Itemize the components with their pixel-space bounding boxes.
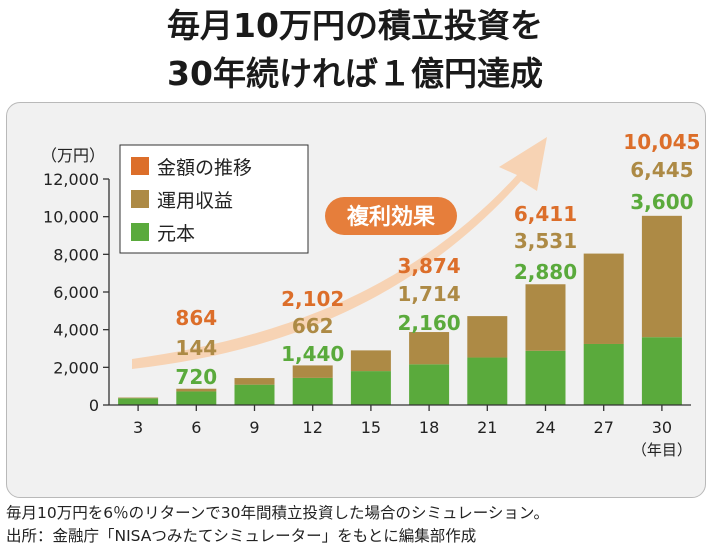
bar-principal-21 bbox=[467, 357, 508, 405]
bar-gain-24 bbox=[525, 284, 566, 351]
bar-principal-3 bbox=[118, 398, 159, 405]
legend-box bbox=[119, 144, 309, 254]
total-label-30: 10,045 bbox=[623, 130, 700, 154]
axes-layer: 0 2,000 4,000 6,000 8,000 10,000 12,000 3 6 9 12 15… bbox=[41, 146, 692, 459]
bar-gain-21 bbox=[467, 316, 508, 358]
y-tick-label: 8,000 bbox=[53, 245, 99, 264]
x-tick-label: 30 bbox=[652, 418, 672, 437]
title-line-2: 30年続ければ１億円達成 bbox=[167, 54, 543, 93]
x-tick-label: 6 bbox=[191, 418, 201, 437]
stacked-bar-chart: 複利効果 0 2,000 4,000 6,000 8,000 10,000 12,000 3 6… bbox=[41, 130, 701, 459]
footnote-line-2: 出所：金融庁「NISAつみたてシミュレーター」をもとに編集部作成 bbox=[6, 527, 477, 545]
bar-gain-3 bbox=[118, 397, 159, 399]
principal-label-18: 2,160 bbox=[397, 311, 460, 335]
x-tick-label: 27 bbox=[594, 418, 614, 437]
gain-label-6: 144 bbox=[175, 336, 217, 360]
footnote: 毎月10万円を6％のリターンで30年間積立投資した場合のシミュレーション。 出所… bbox=[6, 502, 706, 548]
legend-label-0: 金額の推移 bbox=[157, 157, 252, 179]
bar-principal-30 bbox=[641, 337, 682, 405]
legend-label-2: 元本 bbox=[157, 223, 195, 245]
bar-principal-24 bbox=[525, 350, 566, 405]
gain-label-18: 1,714 bbox=[397, 282, 460, 306]
bar-gain-18 bbox=[409, 332, 450, 365]
bar-gain-6 bbox=[176, 388, 217, 392]
x-tick-label: 18 bbox=[419, 418, 439, 437]
bar-principal-27 bbox=[583, 343, 624, 405]
bar-gain-30 bbox=[641, 215, 682, 338]
legend-swatch-2 bbox=[131, 223, 149, 241]
bar-principal-15 bbox=[350, 371, 391, 405]
bar-gain-15 bbox=[350, 350, 391, 372]
compound-effect-badge bbox=[325, 197, 457, 235]
total-label-18: 3,874 bbox=[397, 254, 460, 278]
y-tick-label: 2,000 bbox=[53, 358, 99, 377]
x-axis-unit-label: （年目） bbox=[632, 441, 692, 459]
bar-gain-27 bbox=[583, 253, 624, 344]
x-tick-label: 12 bbox=[303, 418, 323, 437]
gain-label-24: 3,531 bbox=[514, 229, 577, 253]
compound-effect-arrow-layer: 複利効果 bbox=[132, 137, 547, 369]
x-tick-label: 15 bbox=[361, 418, 381, 437]
gain-label-12: 662 bbox=[292, 314, 334, 338]
total-label-6: 864 bbox=[175, 306, 217, 330]
bar-gain-9 bbox=[234, 378, 275, 385]
x-tick-label: 21 bbox=[477, 418, 497, 437]
principal-label-6: 720 bbox=[175, 365, 217, 389]
page-title: 毎月10万円の積立投資を 30年続ければ１億円達成 bbox=[0, 2, 710, 98]
bar-principal-18 bbox=[409, 364, 450, 405]
bar-gain-12 bbox=[292, 365, 333, 378]
legend-swatch-0 bbox=[131, 157, 149, 175]
compound-effect-label: 複利効果 bbox=[347, 204, 435, 230]
title-line-1: 毎月10万円の積立投資を bbox=[167, 6, 543, 45]
x-tick-label: 24 bbox=[535, 418, 555, 437]
data-labels-layer: 864 144 720 2,102 662 1,440 3,874 1,714 2,160 6,4… bbox=[175, 130, 700, 389]
principal-label-12: 1,440 bbox=[281, 342, 344, 366]
legend-swatch-1 bbox=[131, 190, 149, 208]
y-tick-label: 6,000 bbox=[53, 283, 99, 302]
y-tick-label: 4,000 bbox=[53, 321, 99, 340]
x-tick-label: 3 bbox=[133, 418, 143, 437]
bar-principal-6 bbox=[176, 391, 217, 405]
bar-principal-12 bbox=[292, 377, 333, 405]
chart-panel: 複利効果 0 2,000 4,000 6,000 8,000 10,000 12,000 3 6… bbox=[6, 102, 706, 498]
bar-principal-9 bbox=[234, 384, 275, 405]
principal-label-30: 3,600 bbox=[630, 190, 693, 214]
legend-label-1: 運用収益 bbox=[157, 190, 233, 212]
principal-label-24: 2,880 bbox=[514, 260, 577, 284]
y-tick-label: 12,000 bbox=[43, 170, 99, 189]
footnote-line-1: 毎月10万円を6％のリターンで30年間積立投資した場合のシミュレーション。 bbox=[6, 504, 549, 522]
bars-layer bbox=[118, 215, 682, 405]
gain-label-30: 6,445 bbox=[630, 158, 693, 182]
y-tick-label: 10,000 bbox=[43, 208, 99, 227]
total-label-24: 6,411 bbox=[514, 202, 577, 226]
total-label-12: 2,102 bbox=[281, 287, 344, 311]
y-tick-label: 0 bbox=[89, 396, 99, 415]
x-tick-label: 9 bbox=[249, 418, 259, 437]
y-axis-unit-label: （万円） bbox=[41, 146, 105, 165]
